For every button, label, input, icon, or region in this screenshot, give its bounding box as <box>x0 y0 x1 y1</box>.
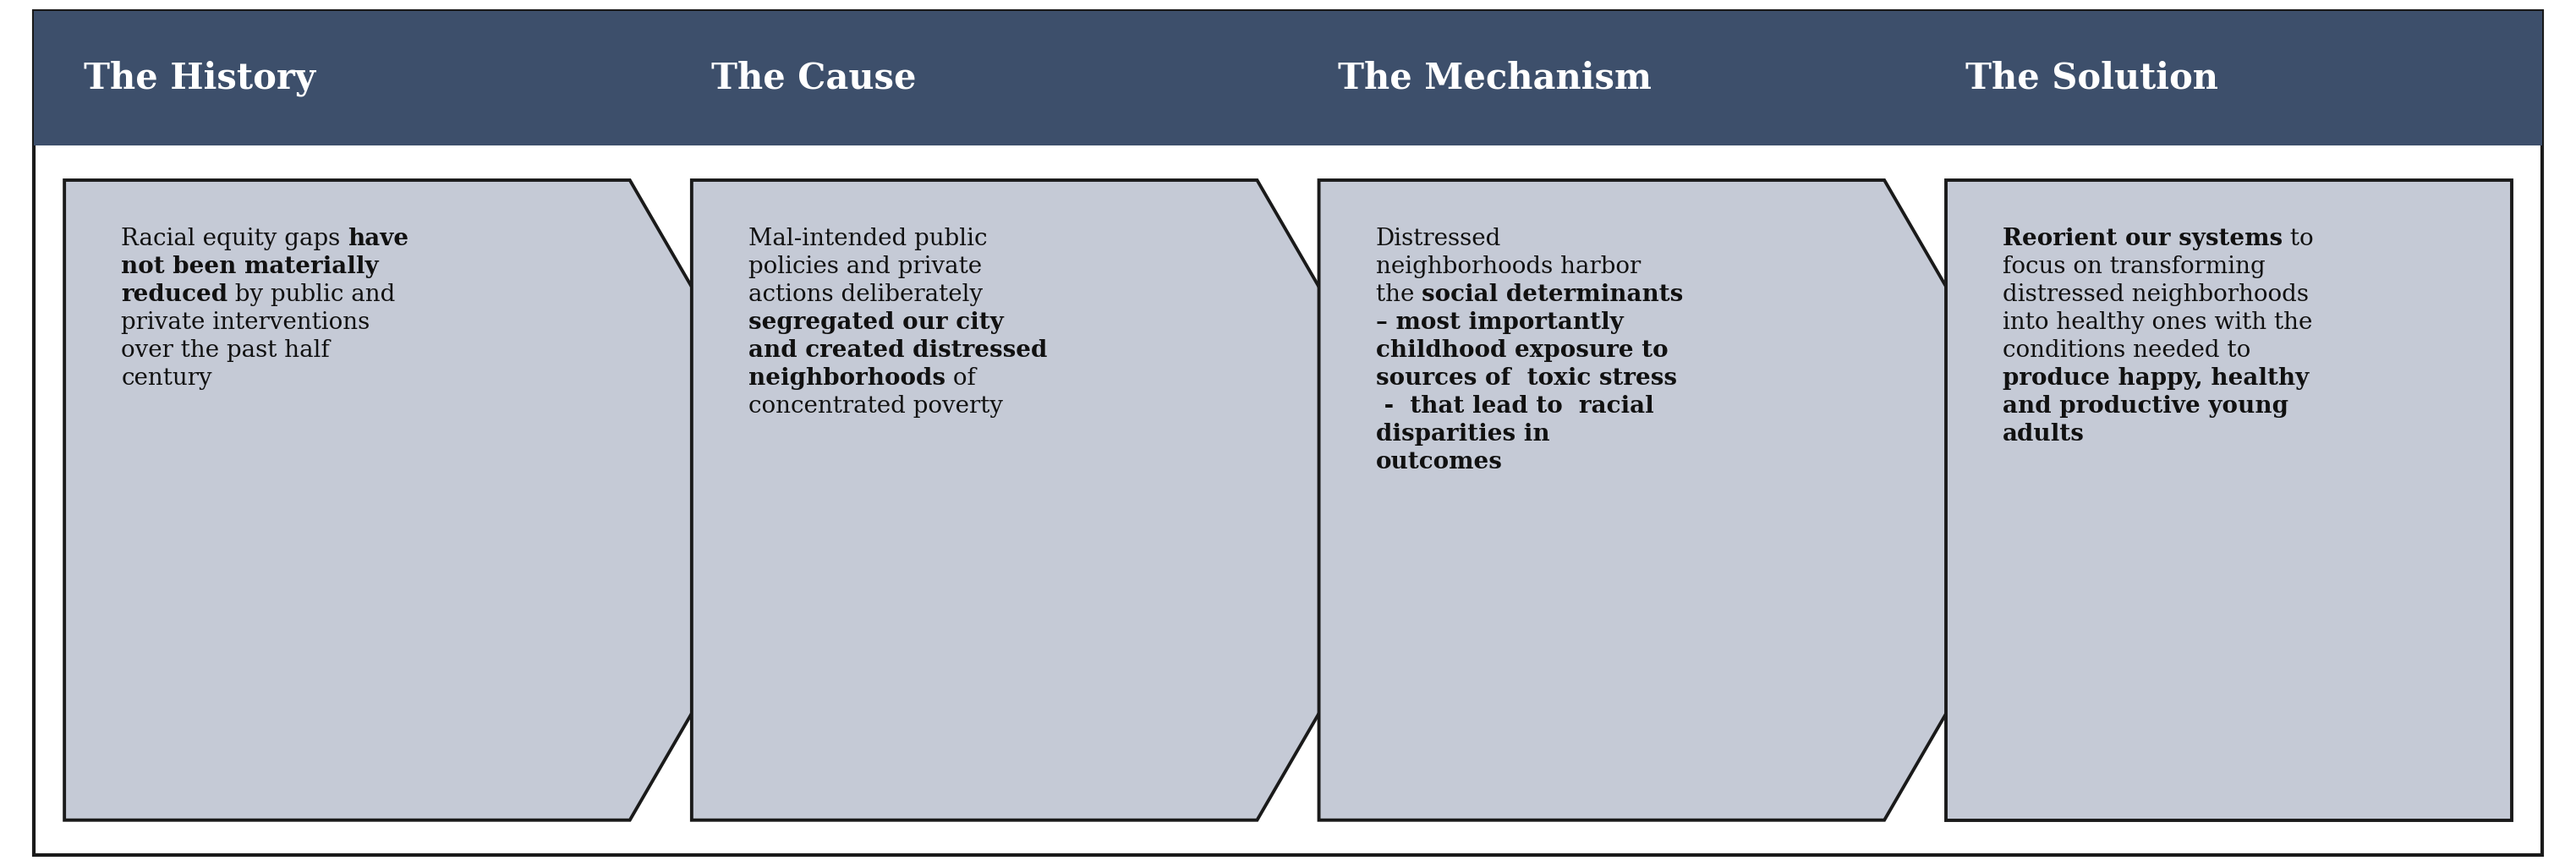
Text: private interventions: private interventions <box>121 312 371 334</box>
Text: -  that lead to  racial: - that lead to racial <box>1376 395 1654 418</box>
Text: concentrated poverty: concentrated poverty <box>747 395 1002 418</box>
Text: actions deliberately: actions deliberately <box>747 283 981 307</box>
Text: sources of  toxic stress: sources of toxic stress <box>1376 367 1677 391</box>
Text: The History: The History <box>82 61 314 96</box>
Text: neighborhoods harbor: neighborhoods harbor <box>1376 255 1641 279</box>
Text: The Solution: The Solution <box>1965 61 2218 96</box>
Text: reduced: reduced <box>121 283 227 307</box>
Text: focus on transforming: focus on transforming <box>2002 255 2267 279</box>
Text: of: of <box>945 367 976 391</box>
Polygon shape <box>1319 180 2069 820</box>
Text: neighborhoods: neighborhoods <box>747 367 945 391</box>
Text: to: to <box>2282 228 2313 250</box>
Text: not been materially: not been materially <box>121 255 379 279</box>
Text: – most importantly: – most importantly <box>1376 312 1623 334</box>
Text: and productive young: and productive young <box>2002 395 2287 418</box>
Text: Mal-intended public: Mal-intended public <box>747 228 987 250</box>
Text: and created distressed: and created distressed <box>747 339 1048 362</box>
Text: disparities in: disparities in <box>1376 423 1551 446</box>
Text: outcomes: outcomes <box>1376 451 1502 474</box>
Text: childhood exposure to: childhood exposure to <box>1376 339 1667 362</box>
Text: the: the <box>1376 283 1422 307</box>
Text: Reorient our systems: Reorient our systems <box>2002 228 2282 250</box>
Text: conditions needed to: conditions needed to <box>2002 339 2251 362</box>
Text: distressed neighborhoods: distressed neighborhoods <box>2002 283 2308 307</box>
Text: Distressed: Distressed <box>1376 228 1502 250</box>
Polygon shape <box>690 180 1443 820</box>
Text: Racial equity gaps: Racial equity gaps <box>121 228 348 250</box>
Text: adults: adults <box>2002 423 2084 446</box>
Text: by public and: by public and <box>227 283 397 307</box>
Text: century: century <box>121 367 211 391</box>
Text: The Cause: The Cause <box>711 61 917 96</box>
Text: over the past half: over the past half <box>121 339 330 362</box>
Text: social determinants: social determinants <box>1422 283 1682 307</box>
FancyBboxPatch shape <box>33 11 2543 145</box>
FancyBboxPatch shape <box>33 11 2543 855</box>
Text: produce happy, healthy: produce happy, healthy <box>2002 367 2308 391</box>
Text: have: have <box>348 228 410 250</box>
Text: segregated our city: segregated our city <box>747 312 1005 334</box>
Text: policies and private: policies and private <box>747 255 981 279</box>
Polygon shape <box>64 180 814 820</box>
Text: The Mechanism: The Mechanism <box>1337 61 1651 96</box>
Polygon shape <box>1945 180 2512 820</box>
Text: into healthy ones with the: into healthy ones with the <box>2002 312 2313 334</box>
